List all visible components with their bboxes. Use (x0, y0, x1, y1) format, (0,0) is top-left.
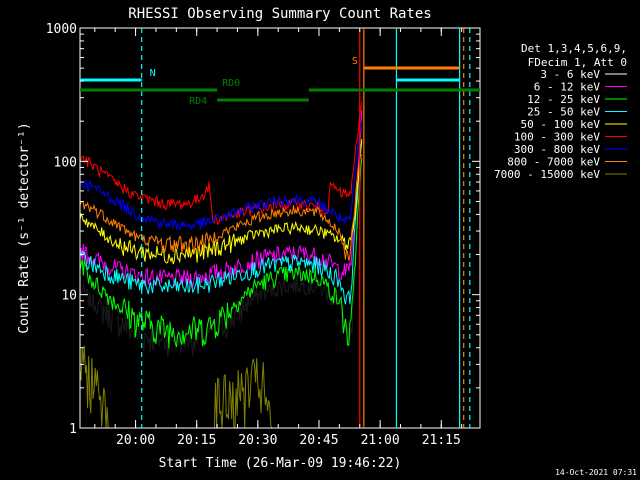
legend: Det 1,3,4,5,6,9, FDecim 1, Att 0 3 - 6 k… (494, 42, 627, 181)
y-tick-label: 1000 (46, 22, 77, 37)
legend-header-line-2: FDecim 1, Att 0 (528, 56, 627, 69)
state-label-s: S (352, 56, 358, 67)
legend-label-5: 50 - 100 keV (521, 118, 601, 131)
series-line-3 (79, 158, 363, 349)
footer-date: 14-Oct-2021 07:31 (555, 468, 637, 477)
y-tick-label: 100 (54, 155, 77, 170)
series-line-6 (79, 101, 363, 226)
state-label-rd4: RD4 (189, 96, 207, 107)
legend-header-line-1: Det 1,3,4,5,6,9, (521, 42, 627, 55)
y-tick-label: 1 (69, 422, 77, 437)
axis-ticks: 1 10 100 1000 20:00 20:15 20:30 20:45 21:00 21:15 (46, 22, 480, 448)
x-axis-label: Start Time (26-Mar-09 19:46:22) (159, 456, 402, 471)
x-tick-label: 20:15 (177, 433, 216, 448)
legend-label-3: 12 - 25 keV (527, 93, 600, 106)
x-tick-label: 20:30 (238, 433, 277, 448)
series-line-5 (79, 138, 363, 265)
state-label-rd0: RD0 (222, 78, 240, 89)
series-line-4 (79, 141, 363, 305)
legend-label-9: 7000 - 15000 keV (494, 168, 600, 181)
plot-frame (79, 27, 481, 429)
x-tick-label: 21:15 (422, 433, 461, 448)
x-tick-label: 20:45 (299, 433, 338, 448)
x-tick-label: 20:00 (116, 433, 155, 448)
chart-title: RHESSI Observing Summary Count Rates (128, 6, 431, 22)
series-line-7 (79, 121, 363, 232)
series-line-8 (79, 154, 363, 261)
legend-label-2: 6 - 12 keV (534, 81, 601, 94)
legend-label-7: 300 - 800 keV (514, 143, 600, 156)
legend-label-1: 3 - 6 keV (540, 68, 600, 81)
y-tick-label: 10 (61, 289, 77, 304)
plot-area: N S RD0 RD4 (79, 27, 481, 429)
series-line-2 (79, 110, 363, 288)
state-label-n: N (150, 68, 156, 79)
legend-label-4: 25 - 50 keV (527, 106, 600, 119)
y-axis-label: Count Rate (s⁻¹ detector⁻¹) (17, 122, 32, 333)
legend-label-6: 100 - 300 keV (514, 131, 600, 144)
x-tick-label: 21:00 (361, 433, 400, 448)
legend-label-8: 800 - 7000 keV (507, 156, 600, 169)
